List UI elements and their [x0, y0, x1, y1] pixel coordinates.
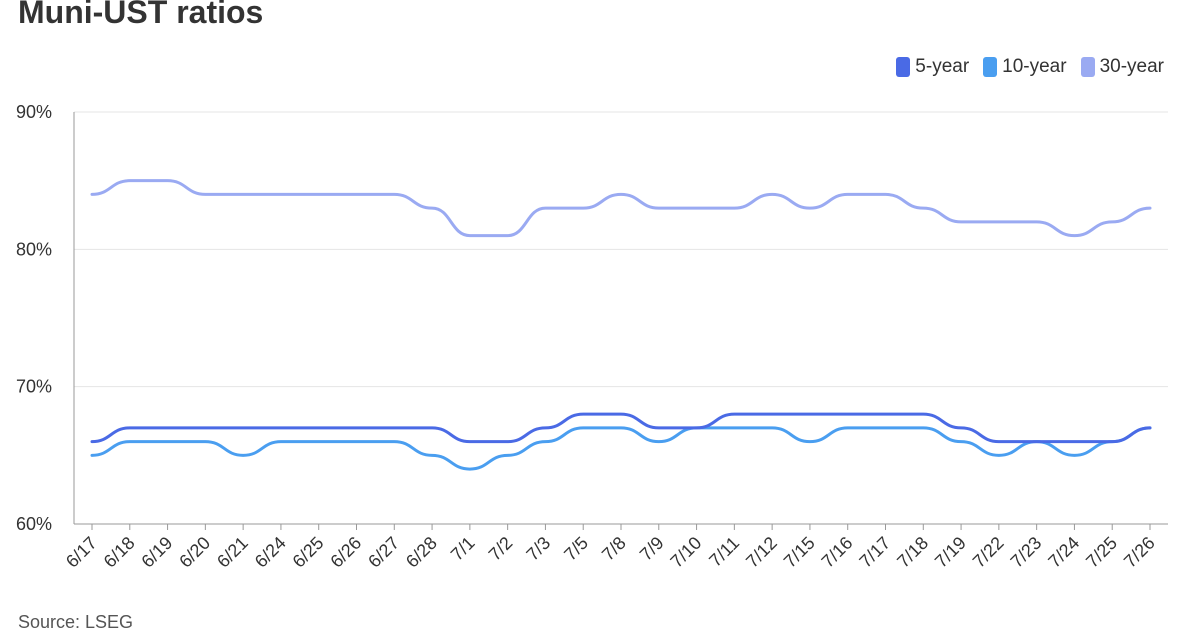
legend-label-30-year: 30-year — [1099, 56, 1164, 77]
x-tick-label: 6/27 — [364, 533, 403, 572]
y-tick-label: 80% — [16, 239, 52, 259]
x-tick-label: 7/19 — [931, 533, 970, 572]
series-line-30-year — [90, 179, 1152, 238]
x-tick-label: 6/20 — [175, 533, 214, 572]
chart-title: Muni-UST ratios — [18, 0, 264, 30]
source-note: Source: LSEG — [18, 612, 134, 630]
x-tick-label: 7/5 — [560, 533, 592, 565]
legend-swatch-10-year — [983, 57, 998, 77]
x-tick-label: 7/16 — [818, 533, 857, 572]
legend-label-5-year: 5-year — [915, 56, 970, 77]
y-tick-label: 90% — [16, 102, 52, 122]
x-tick-label: 7/17 — [855, 533, 894, 572]
x-tick-label: 7/22 — [969, 533, 1008, 572]
x-tick-label: 7/23 — [1007, 533, 1046, 572]
legend-swatch-30-year — [1080, 57, 1095, 77]
x-tick-label: 6/28 — [402, 533, 441, 572]
x-tick-label: 6/25 — [289, 533, 328, 572]
x-tick-label: 7/15 — [780, 533, 819, 572]
legend-label-10-year: 10-year — [1002, 56, 1067, 77]
legend-item-10-year[interactable]: 10-year — [983, 56, 1067, 78]
x-tick-label: 7/11 — [705, 533, 743, 571]
x-tick-label: 7/2 — [485, 533, 517, 565]
x-tick-label: 7/24 — [1044, 533, 1083, 572]
y-tick-label: 70% — [16, 377, 52, 397]
x-tick-label: 7/25 — [1082, 533, 1121, 572]
y-tick-label: 60% — [16, 514, 52, 534]
legend: 5-year 10-year 30-year — [896, 56, 1164, 78]
x-tick-label: 7/26 — [1120, 533, 1159, 572]
x-tick-label: 6/26 — [326, 533, 365, 572]
gridlines — [74, 111, 1168, 388]
x-tick-label: 6/18 — [100, 533, 139, 572]
legend-item-30-year[interactable]: 30-year — [1080, 56, 1164, 78]
x-tick-label: 7/10 — [666, 533, 705, 572]
x-tick-label: 6/17 — [62, 533, 101, 572]
legend-swatch-5-year — [896, 57, 911, 77]
x-tick-label: 7/18 — [893, 533, 932, 572]
x-tick-label: 6/21 — [213, 533, 252, 572]
x-tick-label: 7/8 — [598, 533, 630, 565]
series-line-10-year — [90, 426, 1152, 471]
x-tick-label: 7/1 — [447, 533, 479, 565]
x-tick-label: 6/19 — [137, 533, 176, 572]
x-tick-label: 7/12 — [742, 533, 781, 572]
legend-item-5-year[interactable]: 5-year — [896, 56, 969, 78]
x-tick-label: 7/3 — [522, 533, 554, 565]
series-line-5-year — [90, 412, 1152, 444]
x-tick-label: 6/24 — [251, 533, 290, 572]
x-tick-label: 7/9 — [636, 533, 668, 565]
